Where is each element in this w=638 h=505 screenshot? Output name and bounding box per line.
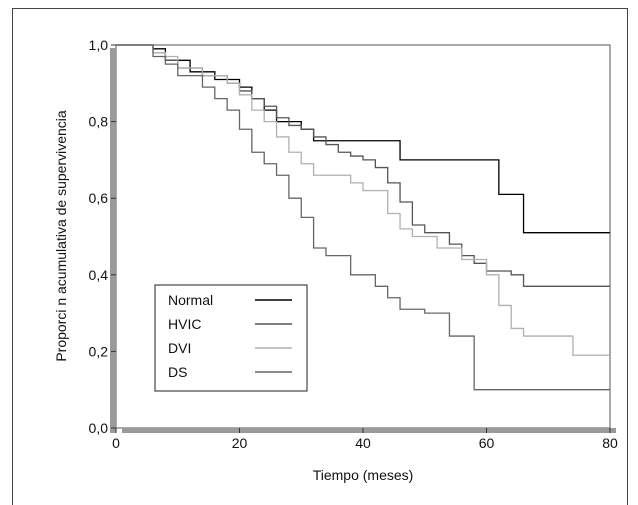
x-tick-label: 40 [355, 435, 371, 451]
legend-label-hvic: HVIC [168, 316, 201, 332]
x-tick-label: 80 [602, 435, 618, 451]
y-tick-label: 1,0 [89, 37, 109, 53]
y-tick-label: 0,8 [89, 114, 109, 130]
x-tick-label: 60 [479, 435, 495, 451]
y-tick-label: 0,2 [89, 343, 109, 359]
y-tick-label: 0,6 [89, 190, 109, 206]
x-axis-shadow [122, 428, 616, 433]
x-tick-label: 20 [232, 435, 248, 451]
y-tick-label: 0,4 [89, 267, 109, 283]
legend-label-dvi: DVI [168, 340, 191, 356]
y-tick-label: 0,0 [89, 420, 109, 436]
y-axis-shadow [110, 48, 116, 433]
x-tick-label: 0 [112, 435, 120, 451]
legend-label-normal: Normal [168, 292, 213, 308]
legend-label-ds: DS [168, 364, 187, 380]
y-axis-title: Proporci n acumulativa de supervivencia [53, 110, 69, 362]
x-axis-title: Tiempo (meses) [313, 467, 414, 483]
